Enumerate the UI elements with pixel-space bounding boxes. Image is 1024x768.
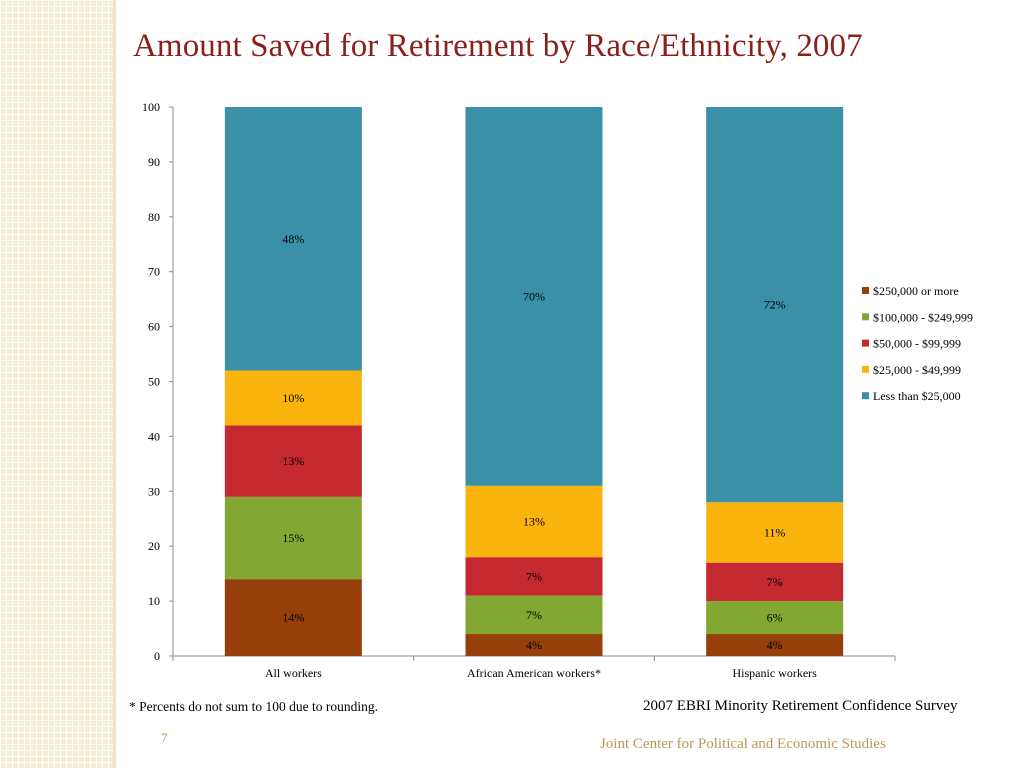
data-label: 10%	[282, 391, 304, 405]
bar-segment	[465, 595, 603, 635]
legend-swatch	[862, 287, 869, 294]
bar-segment	[224, 107, 362, 371]
bar-segment	[706, 601, 844, 635]
x-category-label: African American workers*	[467, 666, 601, 680]
data-label: 4%	[526, 638, 542, 652]
legend-swatch	[862, 392, 869, 400]
x-category-label: Hispanic workers	[733, 666, 818, 680]
bar-segment	[465, 485, 603, 558]
y-tick-label: 40	[148, 429, 160, 443]
slide-title: Amount Saved for Retirement by Race/Ethn…	[133, 28, 863, 64]
bar-segment	[224, 496, 362, 580]
source-citation: 2007 EBRI Minority Retirement Confidence…	[643, 698, 958, 714]
organization-name: Joint Center for Political and Economic …	[600, 736, 886, 752]
y-tick-label: 0	[154, 649, 160, 663]
data-label: 15%	[282, 531, 304, 545]
legend-swatch	[862, 313, 869, 321]
legend-label: $50,000 - $99,999	[873, 337, 961, 351]
data-label: 48%	[282, 232, 304, 246]
legend-label: $100,000 - $249,999	[873, 310, 973, 324]
bar-segment	[224, 579, 362, 656]
data-label: 6%	[767, 611, 783, 625]
data-label: 72%	[764, 298, 786, 312]
bar-segment	[465, 107, 603, 486]
y-tick-label: 80	[148, 210, 160, 224]
legend-swatch	[862, 339, 869, 347]
bar-segment	[465, 634, 603, 656]
bar-segment	[706, 107, 844, 503]
page-number: 7	[161, 730, 168, 745]
y-tick-label: 70	[148, 265, 160, 279]
y-tick-label: 90	[148, 155, 160, 169]
data-label: 13%	[282, 454, 304, 468]
legend-swatch	[862, 365, 869, 373]
bar-segment	[706, 562, 844, 602]
decorative-side-edge	[113, 0, 116, 768]
legend-label: Less than $25,000	[873, 389, 961, 403]
data-label: 11%	[764, 525, 786, 539]
legend-label: $250,000 or more	[873, 284, 959, 298]
data-label: 4%	[767, 638, 783, 652]
decorative-side-pattern	[0, 0, 113, 768]
data-label: 7%	[526, 608, 542, 622]
y-tick-label: 10	[148, 594, 160, 608]
footnote: * Percents do not sum to 100 due to roun…	[129, 699, 378, 714]
bar-segment	[465, 557, 603, 596]
y-tick-label: 20	[148, 539, 160, 553]
bar-segment	[706, 634, 844, 656]
y-tick-label: 30	[148, 484, 160, 498]
stacked-bar-chart: 0 10 20 30 40 50 60 70 80 90 100 14% 15% 13% 10% 48% All…	[142, 100, 973, 680]
bar-segment	[706, 502, 844, 563]
data-label: 13%	[523, 514, 545, 528]
legend-label: $25,000 - $49,999	[873, 363, 961, 377]
data-label: 14%	[282, 611, 304, 625]
y-tick-label: 50	[148, 375, 160, 389]
bar-segment	[224, 425, 362, 497]
data-label: 70%	[523, 289, 545, 303]
x-category-label: All workers	[265, 666, 322, 680]
bar-segment	[224, 370, 362, 426]
y-tick-label: 100	[142, 100, 160, 114]
y-tick-label: 60	[148, 320, 160, 334]
data-label: 7%	[526, 569, 542, 583]
data-label: 7%	[767, 575, 783, 589]
